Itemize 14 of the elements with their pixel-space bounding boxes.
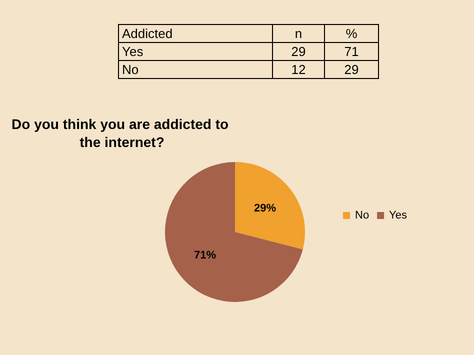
data-label: 29% xyxy=(254,202,276,215)
legend-label: No xyxy=(355,210,370,222)
data-label: 71% xyxy=(194,249,216,262)
text: 29 xyxy=(324,60,378,78)
text: 71 xyxy=(324,42,378,60)
text: % xyxy=(324,24,378,42)
text: No xyxy=(118,60,272,78)
text: 29 xyxy=(272,42,324,60)
chart-title: Do you think you are addicted to the internet? xyxy=(12,116,232,150)
text: Yes xyxy=(118,42,272,60)
text: Addicted xyxy=(118,24,272,42)
text: 12 xyxy=(272,60,324,78)
legend-label: Yes xyxy=(389,210,408,222)
text: n xyxy=(272,24,324,42)
